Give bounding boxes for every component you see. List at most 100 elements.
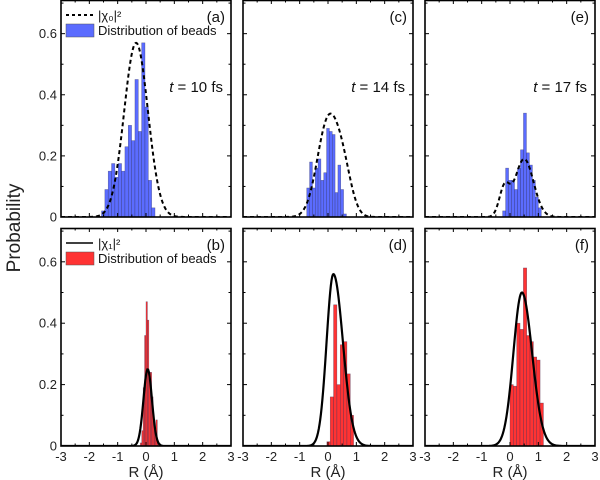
histogram-bar bbox=[104, 189, 109, 218]
histogram-bar bbox=[138, 131, 142, 218]
legend-bars-swatch bbox=[65, 251, 95, 266]
panel-f: -3 -2 -1 0 1 2 3 R (Å) (f) bbox=[419, 227, 599, 480]
histogram-bar bbox=[128, 125, 132, 218]
x-tick-label: -3 bbox=[419, 449, 431, 464]
panel-a: 0 0.2 0.4 0.6 (a) t = 10 fs |χ₀|²Distribution … bbox=[39, 0, 232, 225]
x-tick-label: -2 bbox=[84, 449, 96, 464]
panel-label: (a) bbox=[207, 9, 225, 26]
y-tick-label: 0.6 bbox=[39, 254, 57, 269]
time-symbol: t bbox=[533, 79, 538, 96]
x-tick-label: 0 bbox=[506, 449, 513, 464]
histogram-bar bbox=[513, 385, 517, 447]
legend-curve-label: |χ₀|² bbox=[98, 8, 122, 23]
histogram-bar bbox=[340, 189, 344, 218]
x-axis-title: R (Å) bbox=[493, 464, 528, 480]
histogram-bar bbox=[117, 163, 122, 218]
histogram-e bbox=[502, 112, 542, 218]
histogram-bar bbox=[107, 170, 112, 218]
histogram-bar bbox=[502, 210, 506, 218]
excited-state-curve bbox=[243, 272, 413, 446]
x-tick-label: 2 bbox=[381, 449, 388, 464]
y-tick-label: 0 bbox=[50, 210, 57, 225]
histogram-bar bbox=[148, 180, 152, 218]
panel-b: 00.20.40.6-3 -2 -1 0 1 2 3R (Å)(b)|χ₁|²Distrib… bbox=[39, 227, 235, 480]
x-tick-label: 2 bbox=[199, 449, 206, 464]
histogram-bar bbox=[323, 172, 327, 218]
y-tick-label: 0.6 bbox=[39, 26, 57, 41]
legend-curve-label: |χ₁|² bbox=[98, 236, 121, 251]
histogram-bar bbox=[131, 140, 136, 218]
histogram-bar bbox=[312, 187, 316, 218]
histogram-bar bbox=[517, 167, 521, 218]
panel-c: (c) t = 14 fs bbox=[242, 0, 414, 218]
histogram-bar bbox=[336, 384, 341, 447]
time-annotation: t = 14 fs bbox=[351, 79, 405, 96]
excited-state-curve bbox=[61, 368, 231, 446]
x-tick-label: 0 bbox=[324, 449, 331, 464]
histogram-bar bbox=[516, 322, 521, 447]
y-tick-label: 0.2 bbox=[39, 377, 57, 392]
x-tick-label: -2 bbox=[448, 449, 460, 464]
legend-bars-swatch bbox=[65, 23, 95, 38]
histogram-bar bbox=[326, 128, 330, 218]
panel-label: (e) bbox=[571, 9, 589, 26]
x-tick-label: 0 bbox=[142, 449, 149, 464]
panel-label: (c) bbox=[390, 9, 408, 26]
x-tick-label: -1 bbox=[294, 449, 306, 464]
panel-e: (e) t = 17 fs bbox=[424, 0, 596, 218]
panel-label: (f) bbox=[575, 237, 589, 254]
histogram-bar bbox=[329, 131, 333, 218]
x-tick-label: -1 bbox=[112, 449, 124, 464]
histogram-bar bbox=[334, 192, 339, 218]
histogram-bar bbox=[332, 134, 336, 218]
histogram-a bbox=[101, 42, 156, 218]
histogram-bar bbox=[511, 180, 515, 218]
time-value: = 10 fs bbox=[173, 79, 223, 96]
histogram-bar bbox=[505, 167, 509, 218]
histogram-bar bbox=[320, 180, 325, 218]
x-tick-label: 1 bbox=[535, 449, 542, 464]
x-tick-label: -3 bbox=[237, 449, 249, 464]
histogram-bar bbox=[329, 396, 334, 447]
histogram-c bbox=[306, 128, 347, 218]
panels-group: 00.20.40.6(a)t = 10 fs|χ₀|²Distribution … bbox=[39, 0, 599, 480]
histogram-bar bbox=[337, 164, 342, 218]
y-tick-label: 0 bbox=[50, 439, 57, 454]
time-value: = 17 fs bbox=[537, 79, 587, 96]
x-tick-label: 1 bbox=[353, 449, 360, 464]
x-tick-label: 3 bbox=[409, 449, 416, 464]
histogram-bar bbox=[339, 344, 344, 447]
histogram-bar bbox=[508, 180, 512, 218]
ground-state-curve bbox=[425, 157, 595, 217]
y-tick-label: 0.4 bbox=[39, 316, 57, 331]
histogram-bar bbox=[114, 177, 119, 218]
histogram-bar bbox=[121, 170, 126, 218]
histogram-bar bbox=[514, 189, 518, 218]
x-tick-label: 2 bbox=[563, 449, 570, 464]
y-tick-label: 0.2 bbox=[39, 148, 57, 163]
x-axis-title: R (Å) bbox=[129, 464, 164, 480]
x-tick-label: -3 bbox=[55, 449, 67, 464]
histogram-bar bbox=[134, 79, 139, 218]
time-value: = 14 fs bbox=[355, 79, 405, 96]
plot-frame bbox=[242, 227, 414, 447]
histogram-d bbox=[326, 304, 354, 447]
histogram-bar bbox=[144, 106, 149, 218]
x-tick-label: 3 bbox=[227, 449, 234, 464]
time-annotation: t = 17 fs bbox=[533, 79, 587, 96]
histogram-bar bbox=[124, 146, 129, 218]
legend-bars-label: Distribution of beads bbox=[98, 251, 217, 266]
histogram-bar bbox=[519, 329, 524, 447]
y-axis-title: Probability bbox=[4, 183, 25, 272]
panel-label: (d) bbox=[389, 237, 407, 254]
time-annotation: t = 10 fs bbox=[169, 79, 223, 96]
histogram-bar bbox=[315, 167, 319, 218]
x-tick-label: 3 bbox=[591, 449, 598, 464]
histogram-bar bbox=[532, 180, 536, 218]
legend-bars-label: Distribution of beads bbox=[98, 23, 217, 38]
time-symbol: t bbox=[351, 79, 356, 96]
histogram-bar bbox=[333, 304, 338, 447]
